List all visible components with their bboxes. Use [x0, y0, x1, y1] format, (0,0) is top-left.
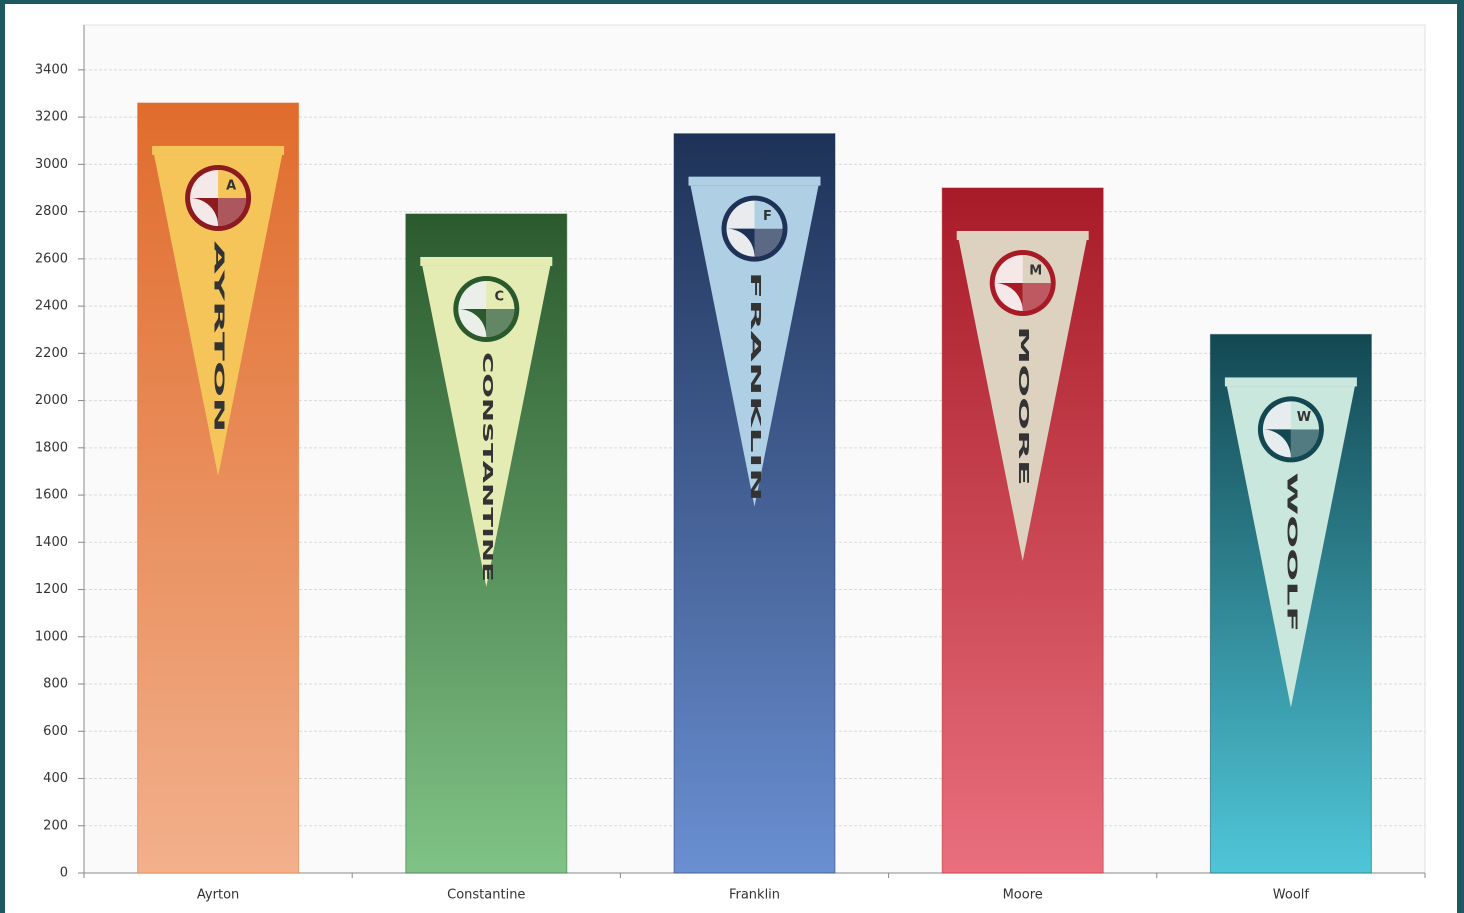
emblem-quarter	[1290, 401, 1319, 430]
x-tick-label: Woolf	[1273, 888, 1310, 903]
x-tick-label: Constantine	[447, 888, 525, 903]
y-tick-label: 400	[43, 771, 68, 786]
pennant-band	[1224, 377, 1357, 387]
emblem-quarter	[1262, 429, 1291, 458]
y-tick-label: 1200	[35, 582, 68, 597]
emblem-letter: W	[1297, 410, 1311, 425]
pennant	[690, 185, 819, 507]
pennant-name: MOORE	[1015, 326, 1030, 486]
pennant-name: WOOLF	[1283, 472, 1298, 632]
y-tick-label: 2600	[35, 251, 68, 266]
emblem-quarter	[190, 197, 219, 226]
x-tick-label: Moore	[1003, 888, 1043, 903]
pennant-name: FRANKLIN	[747, 272, 762, 502]
emblem-quarter	[486, 308, 515, 337]
emblem-quarter	[218, 197, 247, 226]
pennant-band	[688, 176, 821, 186]
emblem-quarter	[994, 282, 1023, 311]
y-tick-label: 200	[43, 818, 68, 833]
y-tick-label: 3400	[35, 62, 68, 77]
pennant-name: CONSTANTINE	[479, 352, 494, 582]
x-tick-label: Ayrton	[197, 888, 239, 903]
y-tick-label: 2400	[35, 299, 68, 314]
emblem-quarter	[486, 280, 515, 309]
emblem-quarter	[754, 228, 783, 257]
y-tick-label: 2000	[35, 393, 68, 408]
y-tick-label: 1400	[35, 535, 68, 550]
y-tick-label: 1800	[35, 440, 68, 455]
pennant-band	[956, 230, 1089, 240]
pennant	[1226, 386, 1355, 708]
pennant	[958, 239, 1087, 561]
y-tick-label: 1000	[35, 629, 68, 644]
emblem-quarter	[218, 169, 247, 198]
emblem-quarter	[726, 228, 755, 257]
emblem-quarter	[1022, 254, 1051, 283]
y-tick-label: 0	[60, 866, 68, 881]
y-tick-label: 3200	[35, 110, 68, 125]
emblem-quarter	[1022, 282, 1051, 311]
pennant-name: AYRTON	[211, 241, 226, 433]
emblem-quarter	[1290, 429, 1319, 458]
emblem-letter: A	[226, 178, 236, 193]
pennant-band	[152, 145, 285, 155]
y-tick-label: 3000	[35, 157, 68, 172]
x-tick-label: Franklin	[729, 888, 780, 903]
pennant	[422, 265, 551, 587]
emblem-letter: F	[763, 209, 772, 224]
y-tick-label: 2200	[35, 346, 68, 361]
y-tick-label: 800	[43, 677, 68, 692]
y-tick-label: 600	[43, 724, 68, 739]
emblem-letter: C	[495, 289, 505, 304]
y-tick-label: 2800	[35, 204, 68, 219]
pennant-band	[420, 256, 553, 266]
emblem-quarter	[754, 200, 783, 229]
y-tick-label: 1600	[35, 488, 68, 503]
pennant	[154, 154, 283, 476]
emblem-letter: M	[1029, 263, 1042, 278]
emblem-quarter	[458, 308, 487, 337]
